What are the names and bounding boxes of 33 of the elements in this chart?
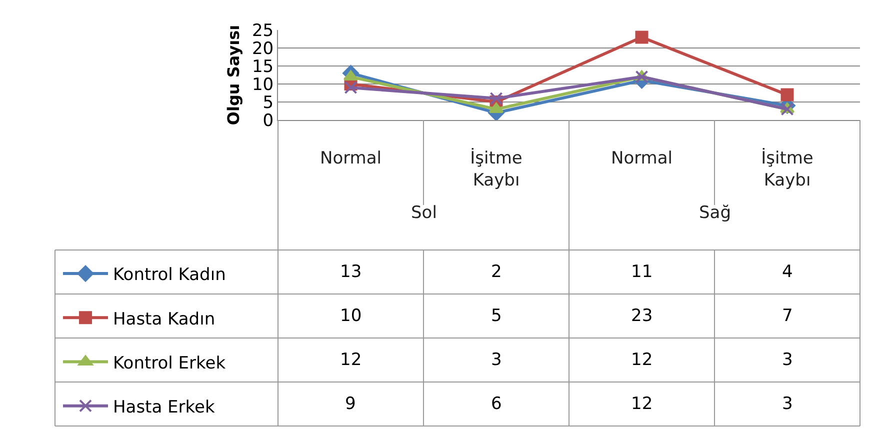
y-axis-title: Olgu Sayısı — [224, 24, 243, 126]
y-tick-label: 20 — [252, 38, 274, 59]
y-tick-label: 25 — [252, 20, 274, 41]
legend-label: Kontrol Kadın — [113, 265, 226, 286]
data-label: 3 — [782, 394, 793, 414]
y-tick-label: 15 — [252, 56, 274, 77]
text: Sol — [411, 203, 437, 223]
x-tick-label: İşitme Kaybı — [470, 147, 522, 190]
data-label: 5 — [491, 306, 502, 326]
data-label: 3 — [782, 350, 793, 370]
x-tick-label: Normal — [320, 148, 382, 168]
data-label: 4 — [782, 262, 793, 282]
x-tick-label: Normal — [610, 148, 673, 168]
y-tick-label: 5 — [262, 92, 274, 113]
data-label: 11 — [631, 262, 653, 282]
data-label: 12 — [631, 394, 653, 414]
data-label: 12 — [340, 350, 362, 370]
data-label: 12 — [631, 350, 653, 370]
data-label: 2 — [491, 262, 502, 282]
legend-label: Hasta Kadın — [113, 309, 216, 330]
y-tick-label: 0 — [262, 110, 274, 131]
data-label: 6 — [491, 394, 502, 414]
text: Sağ — [699, 203, 731, 223]
data-label: 9 — [345, 394, 356, 414]
legend-label: Kontrol Erkek — [113, 353, 226, 374]
data-label: 23 — [631, 306, 653, 326]
data-label: 7 — [782, 306, 793, 326]
y-tick-label: 10 — [252, 74, 274, 95]
data-label: 13 — [340, 262, 362, 282]
data-label: 3 — [491, 350, 502, 370]
legend-label: Hasta Erkek — [113, 397, 215, 418]
x-tick-label: İşitme Kaybı — [761, 147, 814, 190]
data-label: 10 — [340, 306, 362, 326]
